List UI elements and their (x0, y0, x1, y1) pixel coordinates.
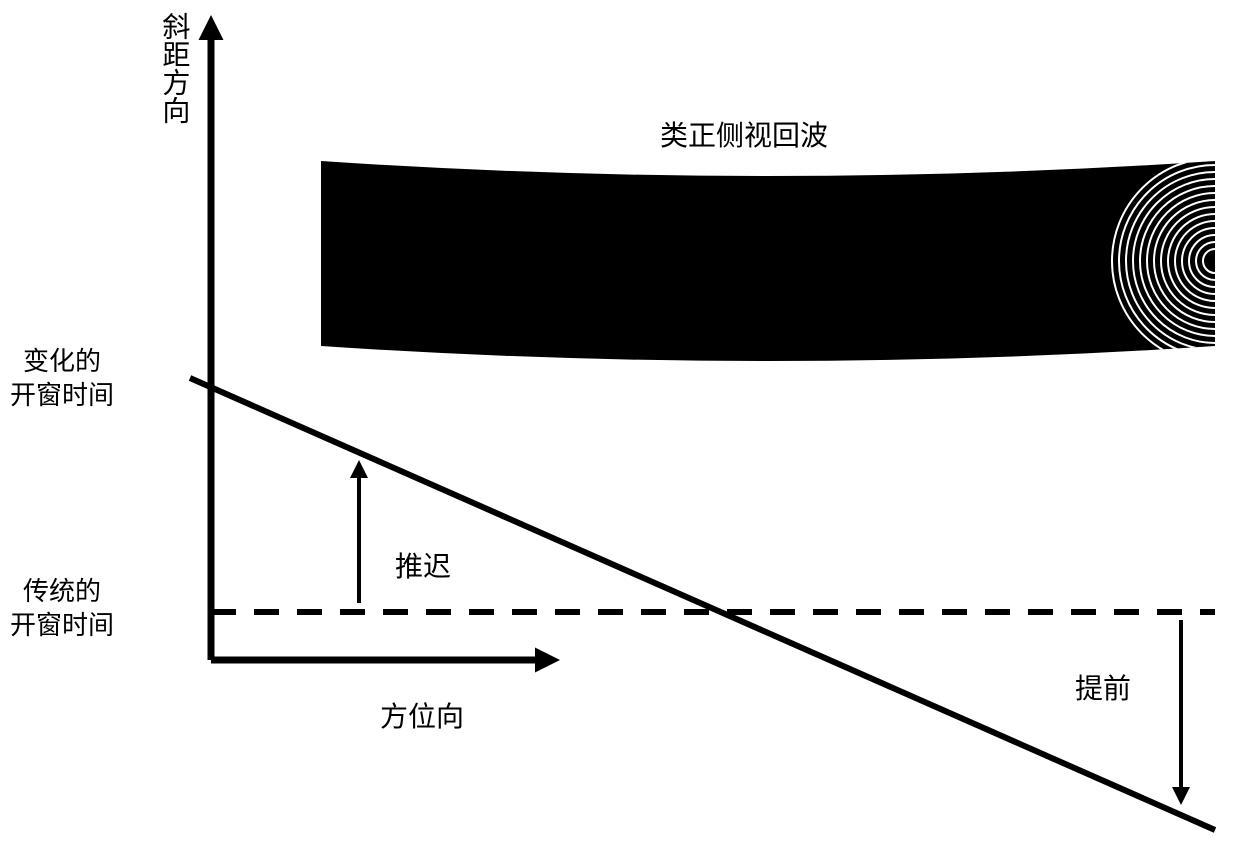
echo-region-label: 类正侧视回波 (660, 119, 828, 155)
x-axis-label: 方位向 (380, 700, 464, 736)
diagram-svg (0, 0, 1240, 845)
advance-label: 提前 (1075, 672, 1131, 708)
y-axis-label: 斜距方向 (155, 12, 191, 124)
diagram-container: 斜距方向 方位向 传统的 开窗时间 变化的 开窗时间 推迟 提前 类正侧视回波 (0, 0, 1240, 845)
traditional-window-label: 传统的 开窗时间 (10, 575, 114, 643)
changing-window-label: 变化的 开窗时间 (10, 345, 114, 413)
delay-label: 推迟 (395, 550, 451, 586)
